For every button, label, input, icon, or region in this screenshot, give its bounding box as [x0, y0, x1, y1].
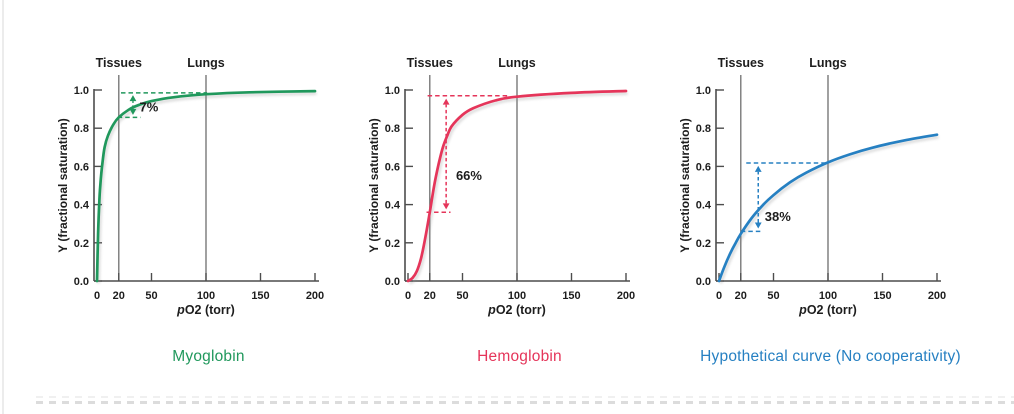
- y-tick-label: 0.4: [74, 200, 90, 212]
- annotation-label: 7%: [140, 99, 159, 114]
- x-tick-label: 150: [562, 290, 580, 302]
- annotation-label: 66%: [456, 168, 482, 183]
- ref-line-label: Lungs: [498, 56, 536, 70]
- arrowhead-up-icon: [442, 98, 450, 105]
- y-tick-label: 0.6: [385, 161, 400, 173]
- hypothetical-curve-caption: Hypothetical curve (No cooperativity): [700, 348, 961, 365]
- x-axis-label: pO2 (torr): [798, 303, 857, 317]
- y-tick-label: 0.4: [696, 200, 712, 212]
- curve-shadow: [408, 92, 628, 285]
- arrowhead-down-icon: [129, 108, 137, 115]
- x-tick-label: 100: [819, 290, 837, 302]
- ref-line-label: Lungs: [187, 56, 225, 70]
- ref-line-label: Tissues: [96, 56, 142, 70]
- y-tick-label: 0.0: [385, 276, 400, 288]
- y-tick-label: 1.0: [74, 85, 89, 97]
- myoglobin-panel: Tissues Lungs 0.0 0.2 0.4 0.6 0.8 1.0 0 20 50 100 15…: [56, 50, 361, 366]
- y-tick-label: 0.2: [74, 238, 89, 250]
- y-axis-label: Y (fractional saturation): [678, 118, 692, 252]
- curve: [717, 133, 939, 283]
- annotation: 66%: [426, 94, 509, 213]
- hemoglobin-caption: Hemoglobin: [477, 348, 562, 365]
- myoglobin-chart: Tissues Lungs 0.0 0.2 0.4 0.6 0.8 1.0 0 20 50 100 15…: [56, 56, 324, 317]
- bottom-dashed-line: [36, 401, 1014, 404]
- x-tick-label: 150: [251, 290, 269, 302]
- hemoglobin-chart: Tissues Lungs 0.0 0.2 0.4 0.6 0.8 1.0 0 20 50 100 15…: [367, 56, 635, 317]
- hemoglobin-panel: Tissues Lungs 0.0 0.2 0.4 0.6 0.8 1.0 0 20 50 100 15…: [367, 50, 672, 366]
- x-tick-label: 50: [145, 290, 157, 302]
- axes: 0.0 0.2 0.4 0.6 0.8 1.0 0 20 50 100 150 200: [696, 85, 946, 302]
- arrowhead-down-icon: [442, 203, 450, 210]
- y-tick-label: 1.0: [385, 85, 400, 97]
- x-tick-label: 0: [405, 290, 411, 302]
- annotation-label: 38%: [765, 209, 791, 224]
- y-tick-label: 0.8: [385, 123, 400, 135]
- y-tick-label: 0.8: [696, 123, 711, 135]
- bottom-dashed-line-light: [36, 396, 1014, 398]
- curve: [406, 89, 628, 283]
- annotation: 7%: [117, 92, 208, 119]
- y-tick-label: 0.0: [74, 276, 89, 288]
- x-tick-label: 0: [94, 290, 100, 302]
- x-tick-label: 200: [617, 290, 635, 302]
- x-tick-label: 0: [716, 290, 722, 302]
- hypothetical-curve-panel: Tissues Lungs 0.0 0.2 0.4 0.6 0.8 1.0 0 20 50 100 15…: [678, 50, 983, 366]
- y-tick-label: 0.8: [74, 123, 89, 135]
- reference-lines: Tissues Lungs: [718, 56, 847, 281]
- x-tick-label: 50: [767, 290, 779, 302]
- ref-line-label: Tissues: [718, 56, 764, 70]
- curve-shadow: [719, 135, 939, 284]
- axes: 0.0 0.2 0.4 0.6 0.8 1.0 0 20 50 100 150 200: [74, 85, 324, 302]
- y-tick-label: 0.6: [74, 161, 89, 173]
- x-axis-label: pO2 (torr): [176, 303, 235, 317]
- y-tick-label: 1.0: [696, 85, 711, 97]
- hypothetical-curve-chart: Tissues Lungs 0.0 0.2 0.4 0.6 0.8 1.0 0 20 50 100 15…: [678, 56, 946, 317]
- x-tick-label: 20: [113, 290, 125, 302]
- arrowhead-up-icon: [129, 95, 137, 102]
- x-tick-label: 200: [928, 290, 946, 302]
- ref-line-label: Tissues: [407, 56, 453, 70]
- y-tick-label: 0.6: [696, 161, 711, 173]
- arrowhead-down-icon: [754, 222, 762, 229]
- y-tick-label: 0.0: [696, 276, 711, 288]
- x-axis-label: pO2 (torr): [487, 303, 546, 317]
- x-tick-label: 150: [873, 290, 891, 302]
- y-axis-label: Y (fractional saturation): [56, 118, 70, 252]
- charts-row: Tissues Lungs 0.0 0.2 0.4 0.6 0.8 1.0 0 20 50 100 15…: [56, 50, 983, 366]
- x-tick-label: 20: [424, 290, 436, 302]
- ref-line-label: Lungs: [809, 56, 847, 70]
- x-tick-label: 20: [735, 290, 747, 302]
- y-tick-label: 0.4: [385, 200, 401, 212]
- curve-shadow: [97, 92, 317, 284]
- axes: 0.0 0.2 0.4 0.6 0.8 1.0 0 20 50 100 150 200: [385, 85, 635, 302]
- annotation: 38%: [740, 162, 828, 233]
- reference-lines: Tissues Lungs: [407, 56, 536, 281]
- y-axis-label: Y (fractional saturation): [367, 118, 381, 252]
- myoglobin-caption: Myoglobin: [172, 348, 245, 365]
- x-tick-label: 50: [456, 290, 468, 302]
- x-tick-label: 100: [197, 290, 215, 302]
- reference-lines: Tissues Lungs: [96, 56, 225, 281]
- x-tick-label: 100: [508, 290, 526, 302]
- y-tick-label: 0.2: [696, 238, 711, 250]
- slide-left-edge: [2, 0, 4, 414]
- x-tick-label: 200: [306, 290, 324, 302]
- y-tick-label: 0.2: [385, 238, 400, 250]
- curve: [95, 89, 317, 283]
- arrowhead-up-icon: [754, 165, 762, 172]
